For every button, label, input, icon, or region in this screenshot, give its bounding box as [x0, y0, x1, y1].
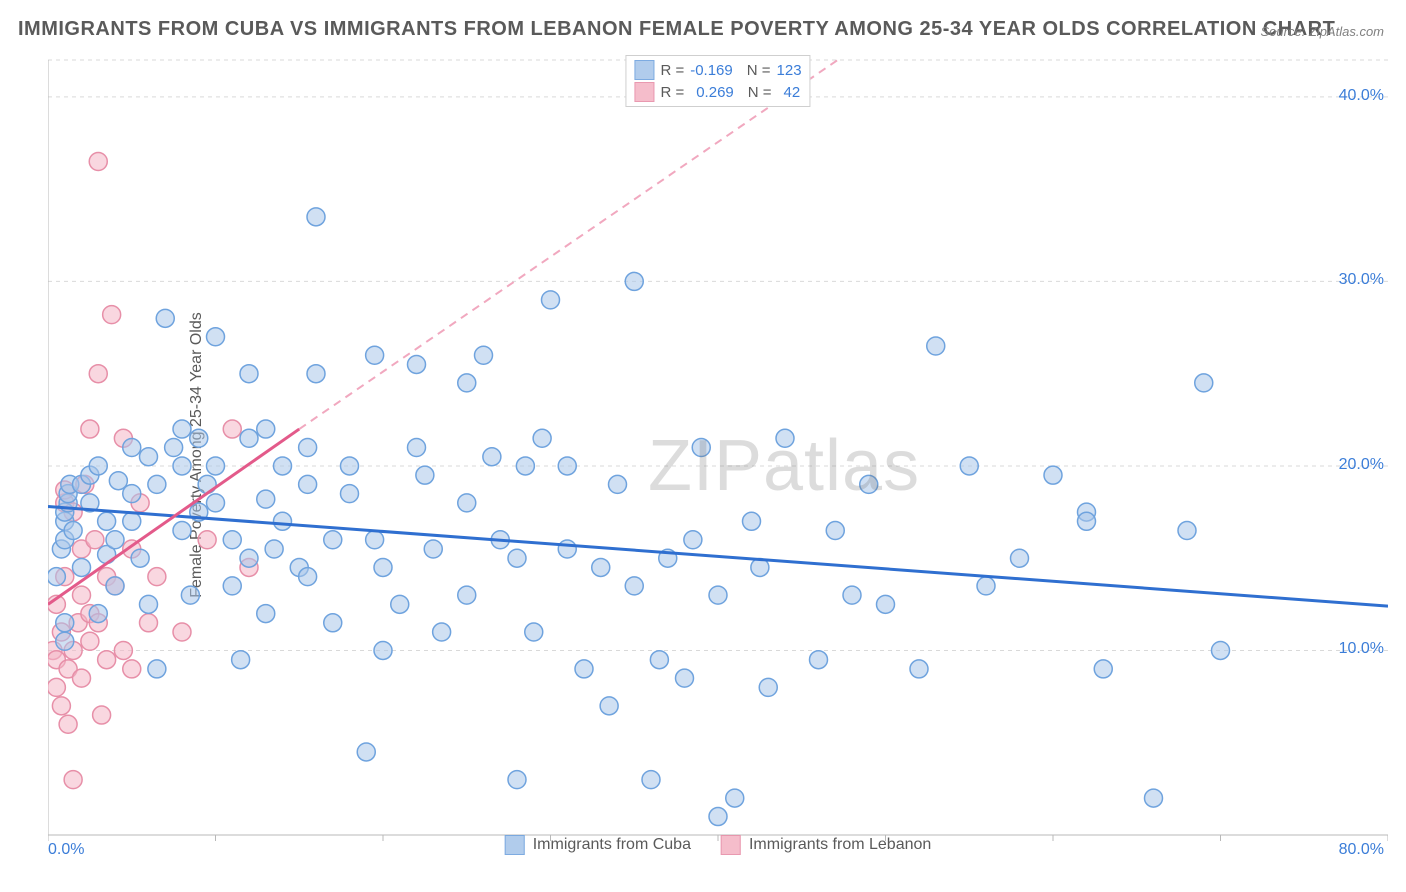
r-label: R = [660, 62, 684, 79]
r-value-lebanon: 0.269 [696, 84, 734, 101]
legend-item-cuba: Immigrants from Cuba [505, 835, 691, 855]
swatch-lebanon [634, 82, 654, 102]
stats-row-lebanon: R = 0.269 N = 42 [634, 82, 801, 102]
chart-area: Female Poverty Among 25-34 Year Olds R =… [48, 55, 1388, 855]
y-tick-label: 40.0% [1339, 87, 1384, 105]
series-legend: Immigrants from Cuba Immigrants from Leb… [505, 835, 932, 855]
stats-row-cuba: R = -0.169 N = 123 [634, 60, 801, 80]
swatch-cuba [634, 60, 654, 80]
n-value-lebanon: 42 [784, 84, 801, 101]
swatch-cuba [505, 835, 525, 855]
source-label: Source: ZipAtlas.com [1260, 24, 1384, 39]
n-label: N = [747, 62, 771, 79]
n-value-cuba: 123 [777, 62, 802, 79]
r-value-cuba: -0.169 [690, 62, 733, 79]
legend-item-lebanon: Immigrants from Lebanon [721, 835, 931, 855]
x-tick-label: 80.0% [1339, 841, 1384, 859]
chart-title: IMMIGRANTS FROM CUBA VS IMMIGRANTS FROM … [18, 18, 1335, 41]
y-tick-label: 30.0% [1339, 271, 1384, 289]
swatch-lebanon [721, 835, 741, 855]
scatter-plot [48, 55, 1388, 855]
r-label: R = [660, 84, 684, 101]
y-tick-label: 20.0% [1339, 456, 1384, 474]
n-label: N = [748, 84, 772, 101]
legend-label-lebanon: Immigrants from Lebanon [749, 836, 931, 854]
stats-legend: R = -0.169 N = 123 R = 0.269 N = 42 [625, 55, 810, 107]
legend-label-cuba: Immigrants from Cuba [533, 836, 691, 854]
x-tick-label: 0.0% [48, 841, 84, 859]
y-tick-label: 10.0% [1339, 640, 1384, 658]
